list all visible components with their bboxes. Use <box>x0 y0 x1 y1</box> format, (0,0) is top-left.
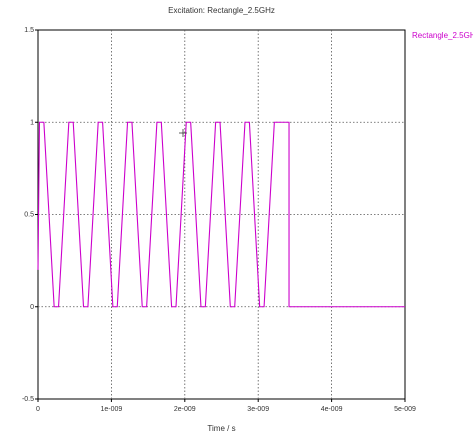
legend-entry: Rectangle_2.5GHz <box>412 31 473 40</box>
y-tick-label: 0.5 <box>24 212 34 219</box>
x-tick-label: 2e-009 <box>174 406 196 413</box>
x-tick-label: 1e-009 <box>101 406 123 413</box>
chart-title: Excitation: Rectangle_2.5GHz <box>168 6 275 15</box>
y-tick-label: -0.5 <box>22 396 34 403</box>
x-tick-label: 3e-009 <box>247 406 269 413</box>
y-tick-label: 1 <box>30 119 34 126</box>
series-line <box>37 121 405 308</box>
y-tick-label: 0 <box>30 304 34 311</box>
x-axis-label: Time / s <box>207 424 236 433</box>
y-tick-label: 1.5 <box>24 27 34 34</box>
x-tick-label: 5e-009 <box>394 406 416 413</box>
x-tick-label: 0 <box>36 406 40 413</box>
x-tick-label: 4e-009 <box>321 406 343 413</box>
